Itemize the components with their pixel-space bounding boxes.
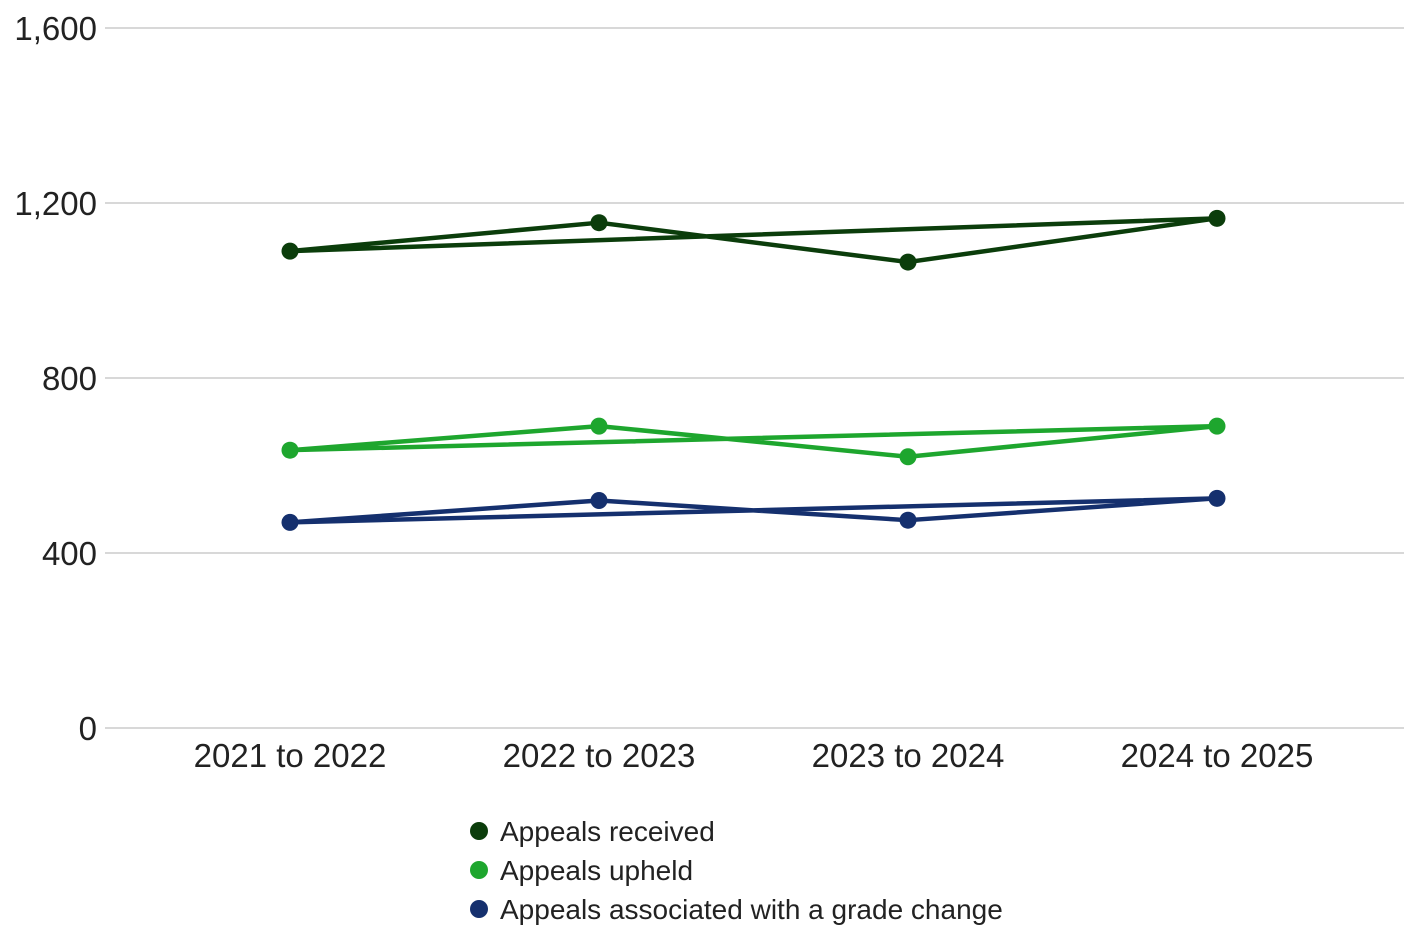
legend-label: Appeals received — [500, 816, 715, 847]
legend-marker — [470, 900, 488, 918]
data-point — [590, 214, 608, 232]
y-tick-label: 400 — [42, 535, 97, 572]
series-lines — [281, 209, 1226, 531]
data-point — [590, 492, 608, 509]
data-point — [281, 441, 299, 459]
x-tick-label: 2023 to 2024 — [812, 737, 1005, 774]
legend-item: Appeals received — [470, 816, 715, 847]
y-tick-label: 800 — [42, 360, 97, 397]
data-point — [899, 511, 917, 529]
data-point — [899, 448, 917, 466]
legend-label: Appeals associated with a grade change — [500, 894, 1003, 925]
data-point — [899, 253, 917, 271]
legend-label: Appeals upheld — [500, 855, 693, 886]
legend-marker — [470, 822, 488, 840]
legend: Appeals received Appeals upheld Appeals as… — [470, 816, 1003, 925]
y-tick-label: 1,200 — [14, 185, 97, 222]
data-point — [1208, 489, 1226, 507]
data-point — [590, 417, 608, 435]
x-axis-tick-labels: 2021 to 2022 2022 to 2023 2023 to 2024 2024… — [194, 737, 1314, 774]
series-line — [287, 216, 1220, 265]
legend-item: Appeals upheld — [470, 855, 693, 886]
data-point — [1208, 209, 1226, 227]
y-tick-label: 1,600 — [14, 10, 97, 47]
data-point — [1208, 417, 1226, 435]
x-tick-label: 2024 to 2025 — [1121, 737, 1314, 774]
y-tick-label: 0 — [79, 710, 97, 747]
legend-marker — [470, 861, 488, 879]
series-0 — [281, 209, 1226, 271]
x-tick-label: 2021 to 2022 — [194, 737, 387, 774]
series-1 — [281, 417, 1226, 466]
series-line — [287, 423, 1220, 459]
legend-item: Appeals associated with a grade change — [470, 894, 1003, 925]
gridlines — [105, 27, 1404, 729]
y-axis-tick-labels: 0 400 800 1,200 1,600 — [14, 10, 97, 747]
series-2 — [281, 489, 1226, 531]
data-point — [281, 242, 299, 260]
series-line — [287, 496, 1220, 525]
x-tick-label: 2022 to 2023 — [503, 737, 696, 774]
data-point — [281, 513, 299, 531]
